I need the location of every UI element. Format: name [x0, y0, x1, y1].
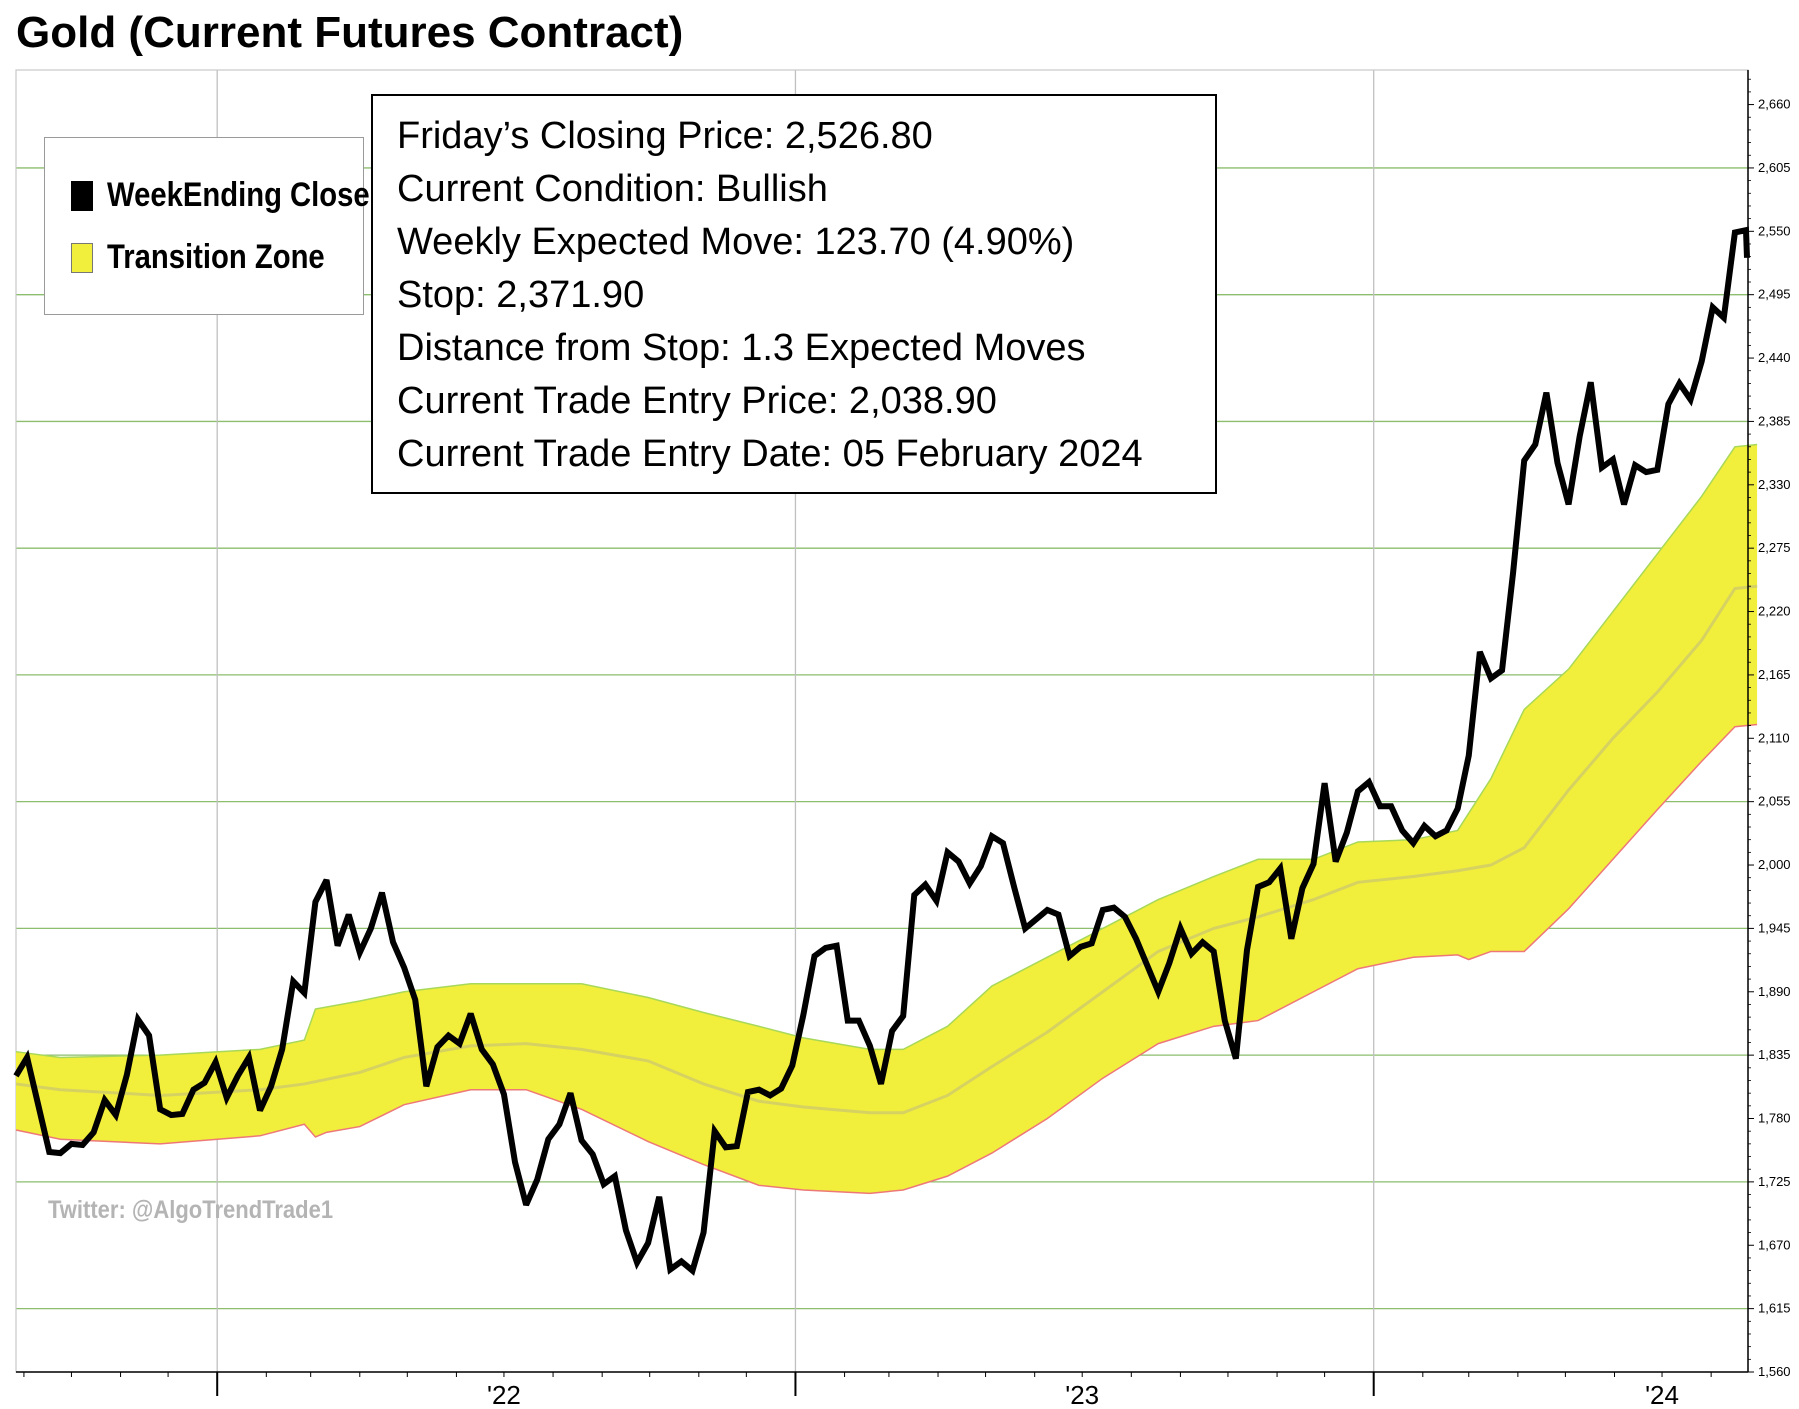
y-tick-label: 2,330 [1758, 477, 1791, 492]
weekly-close-line [13, 226, 1750, 1276]
y-tick-label: 1,670 [1758, 1237, 1791, 1252]
y-tick-label: 2,660 [1758, 97, 1791, 112]
transition-zone-lower-edge [15, 723, 1758, 1195]
y-tick-label: 2,495 [1758, 287, 1791, 302]
info-entry-date: Current Trade Entry Date: 05 February 20… [397, 433, 1143, 475]
y-tick-label: 1,945 [1758, 920, 1791, 935]
info-stop: Stop: 2,371.90 [397, 274, 645, 316]
y-tick-label: 2,110 [1758, 730, 1790, 745]
x-tick-label: '22 [487, 1380, 521, 1409]
y-tick-label: 2,385 [1758, 413, 1791, 428]
y-tick-label: 2,275 [1758, 540, 1791, 555]
y-tick-label: 2,165 [1758, 667, 1791, 682]
y-tick-label: 2,605 [1758, 160, 1791, 175]
y-tick-label: 2,055 [1758, 794, 1791, 809]
transition-zone-midline [15, 584, 1758, 1115]
transition-zone-band [16, 444, 1758, 1194]
transition-zone-upper-edge [15, 443, 1758, 1059]
y-tick-label: 1,615 [1758, 1301, 1791, 1316]
x-tick-label: '24 [1645, 1380, 1679, 1409]
y-tick-label: 1,780 [1758, 1111, 1791, 1126]
info-current-condition: Current Condition: Bullish [397, 168, 828, 210]
legend-label-zone: Transition Zone [107, 238, 325, 276]
watermark-text: Twitter: @AlgoTrendTrade1 [48, 1196, 334, 1224]
legend-swatch-yellow [71, 242, 93, 273]
x-tick-label: '23 [1065, 1380, 1099, 1409]
legend-label-close: WeekEnding Close [107, 176, 370, 214]
y-tick-label: 1,835 [1758, 1047, 1791, 1062]
chart-legend: WeekEnding Close Transition Zone [44, 137, 370, 315]
y-tick-label: 2,550 [1758, 223, 1791, 238]
chart-title: Gold (Current Futures Contract) [16, 8, 684, 57]
legend-swatch-black [71, 180, 93, 211]
y-tick-label: 2,000 [1758, 857, 1791, 872]
y-tick-label: 2,220 [1758, 604, 1791, 619]
y-tick-label: 2,440 [1758, 350, 1791, 365]
info-distance-from-stop: Distance from Stop: 1.3 Expected Moves [397, 327, 1086, 369]
y-tick-label: 1,890 [1758, 984, 1791, 999]
legend-item-close: WeekEnding Close [71, 176, 412, 215]
trade-info-box: Friday’s Closing Price: 2,526.80 Current… [371, 94, 1217, 494]
info-expected-move: Weekly Expected Move: 123.70 (4.90%) [397, 221, 1075, 263]
legend-item-zone: Transition Zone [71, 238, 360, 277]
y-tick-label: 1,560 [1758, 1364, 1791, 1379]
info-closing-price: Friday’s Closing Price: 2,526.80 [397, 115, 933, 157]
y-tick-label: 1,725 [1758, 1174, 1791, 1189]
info-entry-price: Current Trade Entry Price: 2,038.90 [397, 380, 997, 422]
